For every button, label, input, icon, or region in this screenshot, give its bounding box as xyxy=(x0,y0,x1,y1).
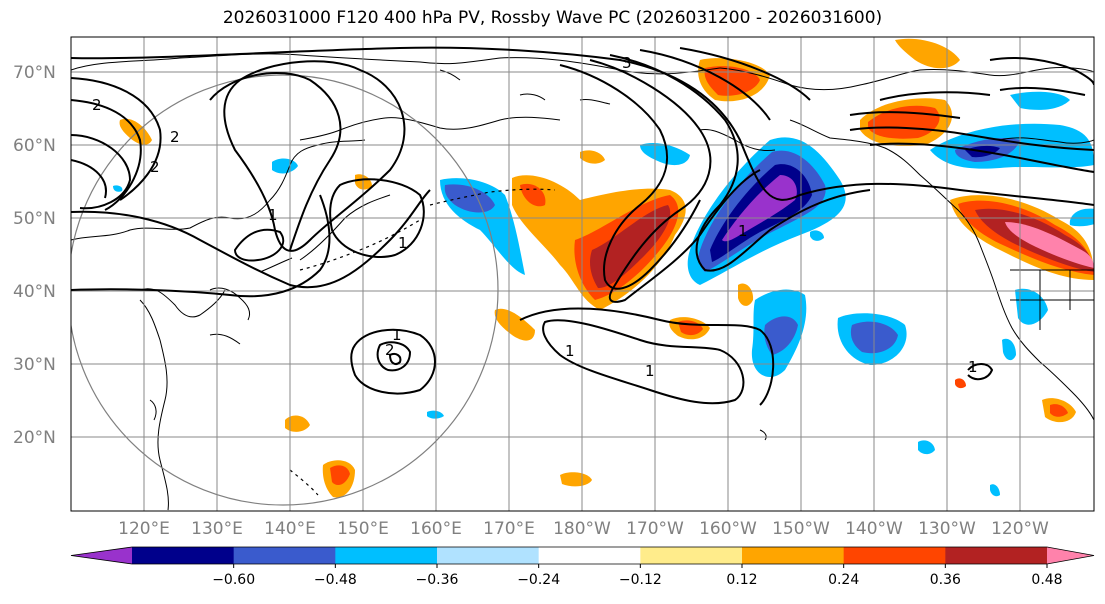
colorbar-cell xyxy=(437,547,540,564)
lat-label: 50°N xyxy=(13,209,56,229)
lat-label: 20°N xyxy=(13,428,56,448)
colorbar-cell xyxy=(742,547,845,564)
contour-label: 2 xyxy=(150,158,160,176)
lat-label: 60°N xyxy=(13,136,56,156)
lon-label: 160°W xyxy=(699,519,757,539)
colorbar: −0.60 −0.48 −0.36 −0.24 −0.12 0.12 0.24 0.36 0.4… xyxy=(70,546,1095,588)
lon-label: 130°E xyxy=(191,519,243,539)
colorbar-tick-label: −0.36 xyxy=(416,572,459,588)
colorbar-tick-label: 0.36 xyxy=(930,572,961,588)
lon-label: 170°W xyxy=(626,519,684,539)
map-plot-area: 2 2 3 2 1 1 1 2 1 1 1 1 xyxy=(71,37,1094,511)
colorbar-cell xyxy=(335,547,438,564)
lon-label: 170°E xyxy=(483,519,535,539)
colorbar-cell xyxy=(843,547,946,564)
colorbar-tick-label: −0.48 xyxy=(314,572,357,588)
contour-label: 2 xyxy=(92,96,102,114)
contour-label: 1 xyxy=(268,206,278,224)
contour-labels: 2 2 3 2 1 1 1 2 1 1 1 1 xyxy=(92,54,978,380)
colorbar-tick-label: 0.48 xyxy=(1031,572,1062,588)
lat-label: 30°N xyxy=(13,355,56,375)
contour-label: 1 xyxy=(645,362,655,380)
contour-label: 1 xyxy=(738,222,748,240)
colorbar-tick-label: −0.60 xyxy=(212,572,255,588)
colorbar-extend-min xyxy=(71,547,132,564)
lon-label: 150°W xyxy=(772,519,830,539)
contour-label: 2 xyxy=(385,341,395,359)
lon-label: 150°E xyxy=(337,519,389,539)
lon-label: 140°W xyxy=(845,519,903,539)
latitude-labels: 70°N 60°N 50°N 40°N 30°N 20°N xyxy=(13,63,56,448)
colorbar-tick-label: 0.12 xyxy=(726,572,757,588)
contour-label: 3 xyxy=(622,54,632,72)
colorbar-cell xyxy=(640,547,743,564)
lon-label: 180°W xyxy=(553,519,611,539)
lon-label: 120°E xyxy=(118,519,170,539)
lon-label: 130°W xyxy=(918,519,976,539)
contour-label: 2 xyxy=(170,128,180,146)
contour-label: 1 xyxy=(398,234,408,252)
pv-contours xyxy=(71,46,1094,406)
lon-label: 120°W xyxy=(991,519,1049,539)
colorbar-tick-label: 0.24 xyxy=(828,572,859,588)
contour-label: 1 xyxy=(968,358,978,376)
colorbar-outline xyxy=(70,546,1095,565)
lat-label: 70°N xyxy=(13,63,56,83)
colorbar-cell xyxy=(538,547,641,564)
aleutian-islands xyxy=(289,188,556,496)
colorbar-extend-max xyxy=(1047,547,1094,564)
contour-label: 1 xyxy=(565,342,575,360)
lon-label: 160°E xyxy=(410,519,462,539)
lat-label: 40°N xyxy=(13,282,56,302)
range-circle xyxy=(71,74,499,506)
map-frame xyxy=(70,36,1095,512)
map-title: 2026031000 F120 400 hPa PV, Rossby Wave … xyxy=(222,8,883,28)
colorbar-cell xyxy=(945,547,1048,564)
longitude-labels: 120°E 130°E 140°E 150°E 160°E 170°E 180°… xyxy=(118,519,1049,539)
grid-lines xyxy=(71,37,1094,511)
contour-label: 1 xyxy=(392,326,402,344)
colorbar-tick-label: −0.12 xyxy=(619,572,662,588)
colorbar-cell xyxy=(233,547,336,564)
colorbar-cell xyxy=(132,547,235,564)
lon-label: 140°E xyxy=(264,519,316,539)
colorbar-tick-label: −0.24 xyxy=(517,572,560,588)
pv-shading xyxy=(113,38,1094,498)
